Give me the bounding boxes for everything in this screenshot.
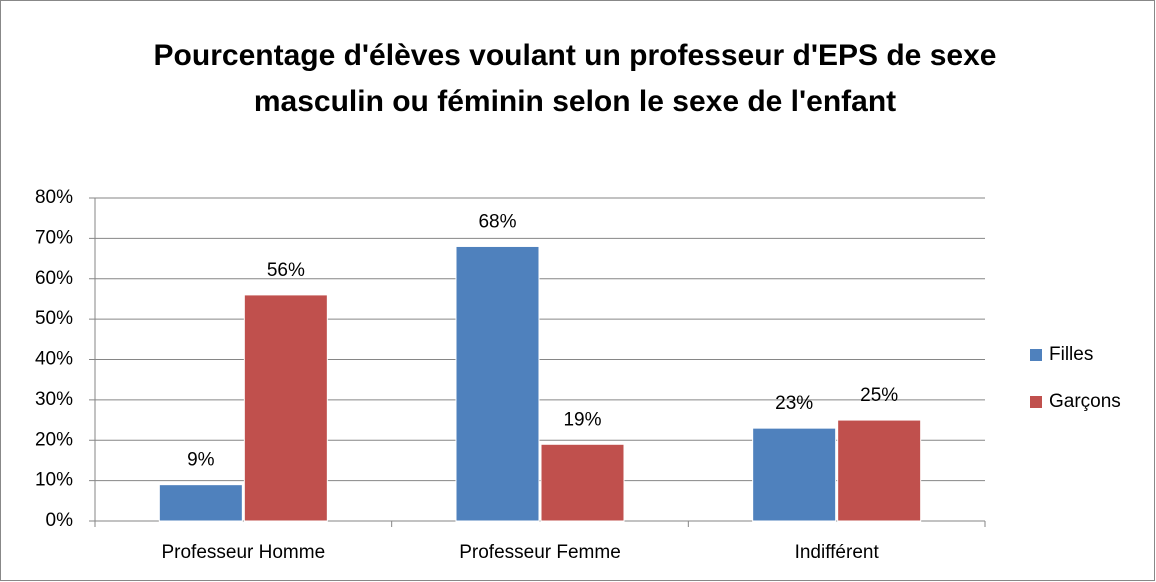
legend-label: Filles [1049, 344, 1093, 365]
bar [455, 245, 540, 522]
y-tick-label: 20% [35, 429, 73, 450]
bar [752, 427, 837, 522]
data-label: 23% [775, 393, 813, 414]
y-tick-label: 80% [35, 187, 73, 208]
y-tick-label: 30% [35, 389, 73, 410]
legend-swatch [1030, 396, 1042, 408]
y-tick-label: 70% [35, 227, 73, 248]
data-label: 9% [187, 450, 215, 471]
y-tick-label: 40% [35, 349, 73, 370]
bar [837, 419, 922, 522]
bar [158, 484, 243, 522]
x-tick-label: Professeur Homme [161, 542, 325, 563]
data-label: 56% [267, 260, 305, 281]
data-label: 68% [478, 211, 516, 232]
bar [243, 294, 328, 522]
y-tick-label: 50% [35, 308, 73, 329]
chart-title: Pourcentage d'élèves voulant un professe… [154, 39, 997, 72]
legend-label: Garçons [1049, 391, 1121, 412]
data-label: 25% [860, 385, 898, 406]
x-tick-label: Indifférent [795, 542, 880, 563]
bar [540, 443, 625, 522]
y-tick-label: 60% [35, 268, 73, 289]
data-label: 19% [563, 409, 601, 430]
y-tick-label: 10% [35, 470, 73, 491]
x-tick-label: Professeur Femme [459, 542, 621, 563]
y-tick-label: 0% [46, 510, 74, 531]
chart-title: masculin ou féminin selon le sexe de l'e… [254, 85, 896, 118]
legend-swatch [1030, 349, 1042, 361]
